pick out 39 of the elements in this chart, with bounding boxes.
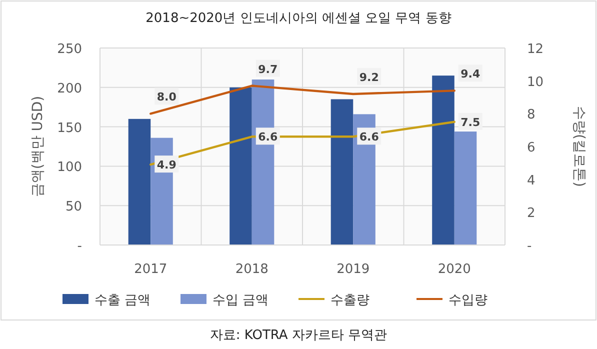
bar: [230, 87, 252, 245]
data-label: 9.4: [460, 68, 480, 81]
legend-label: 수입 금액: [212, 293, 269, 308]
y2-tick-label: 2: [527, 206, 536, 222]
y2-tick-label: 4: [527, 173, 536, 188]
bar: [432, 76, 454, 245]
y2-tick-label: 8: [527, 108, 536, 123]
data-label: 9.2: [359, 70, 379, 84]
text: 자료: KOTRA 자카르타 무역관: [210, 328, 388, 343]
y2-tick-label: 12: [527, 42, 544, 57]
y2-tick-label: -: [527, 239, 532, 254]
data-label: 4.9: [156, 158, 176, 172]
bar: [330, 99, 354, 245]
y2-axis-title: 수량(킬로톤): [571, 106, 587, 187]
chart-title: 2018~2020년 인도네시아의 에센셜 오일 무역 동향: [146, 11, 452, 26]
bar: [128, 118, 151, 245]
data-label: 8.0: [156, 90, 177, 104]
legend-label: 수출량: [330, 293, 370, 308]
y2-tick-label: 10: [527, 74, 544, 90]
y-tick-label: 200: [57, 81, 82, 96]
y2-tick-label: 6: [527, 140, 536, 156]
x-tick-label: 2017: [134, 262, 168, 277]
line-series: [150, 84, 456, 115]
x-tick-label: 2018: [235, 262, 268, 277]
data-label: 6.6: [359, 130, 380, 144]
legend-label: 수출 금액: [94, 293, 151, 308]
x-tick-label: 2019: [336, 262, 370, 277]
y-tick-label: 250: [57, 42, 82, 57]
data-label: 7.5: [460, 116, 480, 129]
y-tick-label: 150: [57, 120, 82, 136]
bar: [454, 132, 477, 245]
y-axis-title: 금액(백만 USD): [30, 96, 46, 198]
data-label: 6.6: [258, 130, 278, 144]
x-tick-label: 2020: [438, 262, 471, 277]
y-tick-label: -: [77, 239, 82, 254]
y-tick-label: 100: [57, 160, 82, 176]
data-label: 9.7: [258, 62, 278, 76]
y-tick-label: 50: [65, 200, 82, 215]
legend-label: 수입량: [448, 293, 488, 308]
